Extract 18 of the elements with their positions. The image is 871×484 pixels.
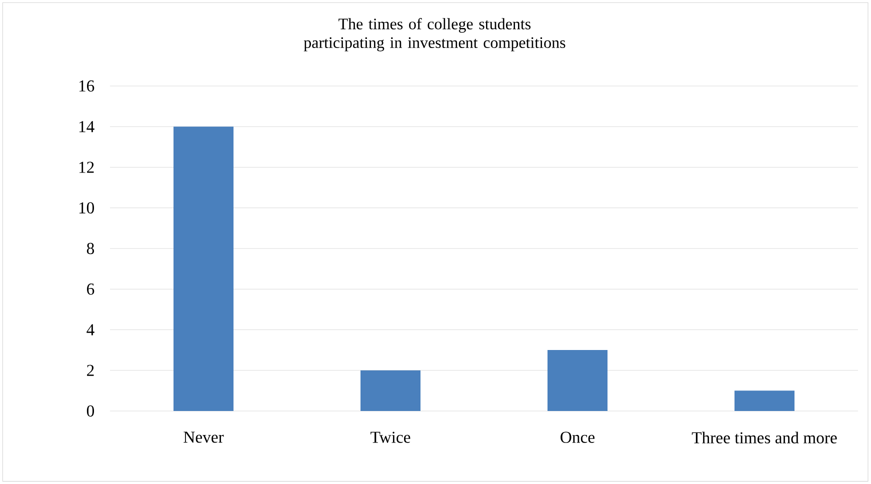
bar <box>174 126 234 411</box>
y-tick-label: 14 <box>79 121 94 132</box>
chart-title: The times of college students participating in investment competitions <box>304 18 566 52</box>
y-tick-label: 6 <box>87 284 94 295</box>
y-tick-label: 2 <box>87 364 94 376</box>
y-tick-label: 0 <box>86 405 94 417</box>
x-tick-label: Three times and more <box>692 432 837 444</box>
y-tick-label: 12 <box>79 162 94 173</box>
bar <box>360 370 421 411</box>
y-tick-label: 16 <box>79 80 94 92</box>
x-tick-label: Never <box>184 432 224 443</box>
bar <box>548 350 608 411</box>
y-tick-label: 10 <box>79 202 94 214</box>
x-tick-label: Once <box>560 432 595 443</box>
bar <box>734 390 794 411</box>
x-tick-label: Twice <box>370 432 410 443</box>
y-tick-label: 8 <box>86 242 94 254</box>
y-tick-label: 4 <box>86 324 94 336</box>
